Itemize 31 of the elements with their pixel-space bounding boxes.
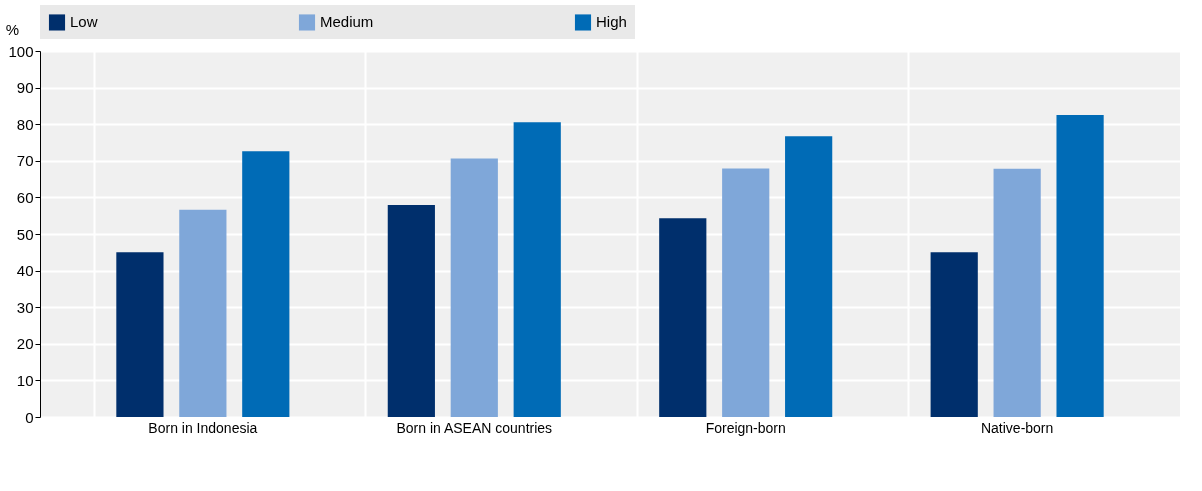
bar — [659, 218, 707, 417]
bar — [722, 168, 770, 417]
y-tick-label: 50 — [16, 225, 34, 243]
y-axis-title: % — [5, 20, 20, 38]
y-tick-label: 40 — [16, 262, 34, 280]
x-tick-label: Foreign-born — [705, 419, 786, 436]
y-tick-label: 70 — [16, 152, 34, 170]
bar — [179, 209, 227, 417]
x-tick-label: Native-born — [980, 419, 1054, 436]
bar — [513, 122, 561, 417]
bar — [116, 252, 164, 417]
bar — [1056, 115, 1104, 417]
x-tick-label: Born in ASEAN countries — [396, 419, 553, 436]
y-tick-label: 60 — [16, 188, 34, 206]
legend-label: Medium — [320, 13, 374, 31]
legend-label: High — [596, 13, 627, 31]
y-tick-label: 20 — [16, 335, 34, 353]
bar — [450, 158, 498, 417]
bar — [242, 151, 290, 417]
y-tick-label: 30 — [16, 298, 34, 316]
x-tick-label: Born in Indonesia — [148, 419, 258, 436]
y-tick-label: 90 — [16, 79, 34, 97]
bar — [387, 205, 435, 417]
y-tick-label: 100 — [8, 42, 34, 60]
y-tick-label: 10 — [16, 371, 34, 389]
y-tick-label: 80 — [16, 115, 34, 133]
bar — [993, 168, 1041, 417]
legend-label: Low — [70, 13, 98, 31]
bar — [785, 136, 833, 417]
y-tick-label: 0 — [25, 408, 34, 426]
bar — [930, 252, 978, 417]
